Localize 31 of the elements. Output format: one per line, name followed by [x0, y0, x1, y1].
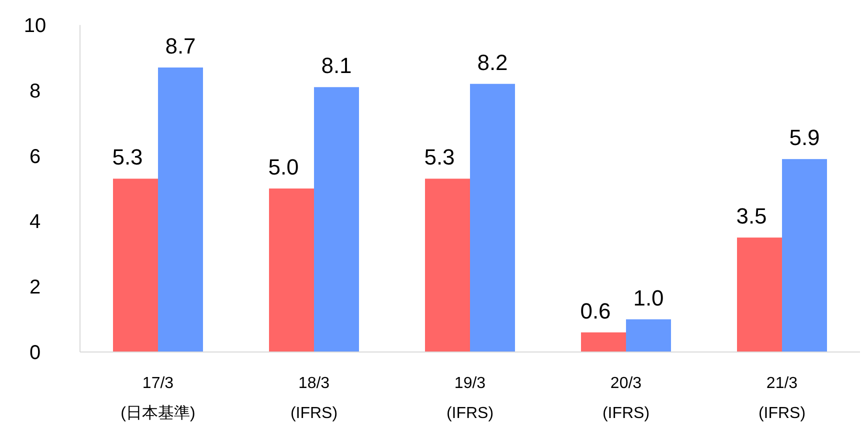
bar: [581, 332, 626, 352]
x-tick-label: 19/3 (IFRS): [446, 375, 494, 422]
bar: [425, 178, 470, 352]
bar: [782, 159, 827, 352]
data-label: 0.6: [580, 298, 611, 324]
bar: [269, 188, 314, 352]
y-tick-label: 10: [24, 15, 46, 37]
data-label: 8.1: [321, 53, 352, 78]
y-tick-label: 4: [29, 211, 41, 234]
data-label: 1.0: [633, 285, 664, 310]
data-label: 3.5: [736, 204, 767, 229]
y-tick-label: 6: [29, 146, 41, 168]
data-label: 5.0: [268, 154, 299, 180]
data-label: 8.2: [477, 50, 508, 75]
bar: [470, 84, 515, 352]
y-tick-label: 8: [29, 80, 41, 102]
data-label: 5.3: [424, 144, 455, 170]
bar: [314, 87, 359, 352]
x-tick-label: 17/3 (日本基準): [120, 375, 196, 422]
x-tick-label: 18/3 (IFRS): [290, 375, 338, 422]
data-label: 5.9: [789, 125, 820, 150]
x-tick-label: 21/3 (IFRS): [758, 375, 806, 422]
x-tick-label: 20/3 (IFRS): [602, 375, 650, 422]
y-tick-label: 2: [29, 276, 41, 299]
data-label: 5.3: [112, 144, 143, 170]
bar: [113, 178, 158, 352]
bar: [626, 319, 671, 352]
data-label: 8.7: [165, 34, 196, 59]
bar: [158, 68, 203, 352]
y-tick-label: 0: [29, 342, 41, 364]
bar: [737, 238, 782, 352]
